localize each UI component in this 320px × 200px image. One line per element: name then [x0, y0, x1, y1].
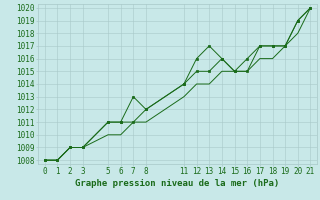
X-axis label: Graphe pression niveau de la mer (hPa): Graphe pression niveau de la mer (hPa): [76, 179, 280, 188]
